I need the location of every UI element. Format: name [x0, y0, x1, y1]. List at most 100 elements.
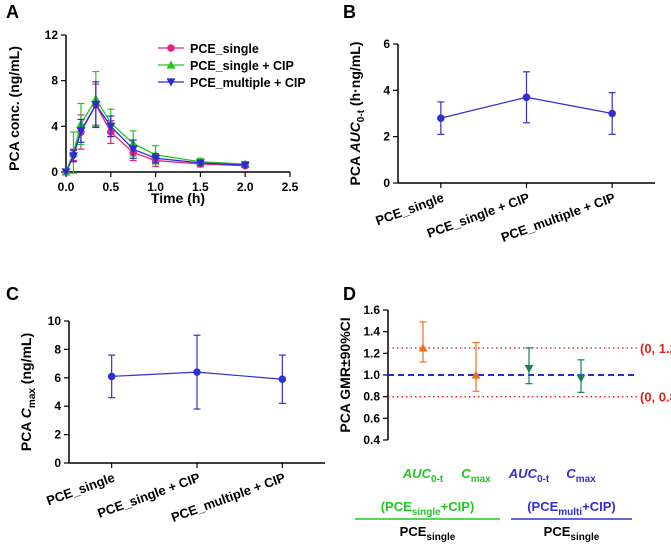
d-point-label-part: 0-t: [537, 474, 550, 485]
d-group-numerator-part: (PCE: [527, 499, 558, 514]
a-y-tick-label: 0: [51, 165, 58, 179]
b-y-label-part: 0-t: [356, 109, 367, 122]
a-x-tick-label: 2.5: [282, 180, 299, 194]
b-y-label-part: (h·ng/mL): [347, 42, 363, 110]
b-y-label-part: AUC: [347, 121, 363, 153]
a-data-point: [240, 161, 250, 170]
c-y-tick-label: 4: [54, 399, 61, 413]
d-point-label-part: C: [461, 466, 471, 481]
d-data-point: [524, 364, 534, 373]
d-reference-label: (0, 0.80): [640, 390, 671, 405]
a-data-point: [106, 122, 116, 131]
d-group-numerator-part: +CIP): [441, 499, 475, 514]
c-y-tick-label: 10: [48, 314, 62, 328]
d-group-numerator-part: multi: [558, 507, 582, 518]
a-legend-marker: [166, 60, 176, 69]
a-data-point: [195, 159, 205, 168]
d-point-label: AUC0-t: [508, 466, 550, 485]
d-group-numerator: (PCEsingle+CIP): [381, 499, 475, 518]
a-data-point: [91, 101, 101, 110]
d-group-denominator: PCEsingle: [400, 524, 456, 543]
b-y-label-part: PCA: [347, 153, 363, 186]
a-y-tick-label: 8: [51, 74, 58, 88]
d-data-point: [471, 370, 481, 379]
a-x-tick-label: 0.5: [102, 180, 119, 194]
d-group-numerator-part: +CIP): [582, 499, 616, 514]
a-y-label: PCA conc. (ng/mL): [6, 46, 22, 171]
d-group-denominator-part: PCE: [544, 524, 571, 539]
a-y-label-part: PCA conc. (ng/mL): [6, 46, 22, 171]
d-group-denominator-part: single: [426, 532, 455, 543]
c-y-tick-label: 2: [54, 428, 61, 442]
d-point-label-part: AUC: [402, 466, 432, 481]
b-y-label: PCA AUC0-t (h·ng/mL): [347, 42, 367, 186]
a-data-point: [68, 152, 78, 161]
d-data-point: [418, 343, 428, 352]
c-data-point: [107, 372, 116, 381]
a-data-point: [61, 168, 71, 177]
d-y-tick-label: 0.4: [363, 433, 380, 447]
c-y-label-part: (ng/mL): [18, 333, 34, 388]
c-y-tick-label: 8: [54, 342, 61, 356]
d-point-label-part: AUC: [508, 466, 538, 481]
d-point-label: AUC0-t: [402, 466, 444, 485]
c-data-point: [193, 368, 201, 376]
panel-letter-A: A: [6, 2, 19, 22]
d-point-label-part: max: [471, 474, 491, 485]
a-x-tick-label: 1.0: [147, 180, 164, 194]
d-y-tick-label: 0.6: [363, 411, 380, 425]
d-data-point: [576, 374, 586, 383]
c-y-label-part: PCA: [18, 418, 34, 451]
a-x-tick-label: 0.0: [58, 180, 75, 194]
d-point-label-part: 0-t: [431, 474, 444, 485]
d-y-tick-label: 0.8: [363, 390, 380, 404]
b-data-point: [437, 114, 445, 122]
panel-letter-C: C: [6, 284, 19, 304]
d-group-numerator-part: single: [412, 507, 441, 518]
b-data-point: [522, 93, 531, 102]
b-data-point: [608, 109, 616, 118]
b-y-tick-label: 6: [383, 37, 390, 51]
c-y-label-part: C: [18, 407, 34, 418]
d-group-denominator-part: PCE: [400, 524, 427, 539]
d-group-denominator: PCEsingle: [544, 524, 600, 543]
a-data-point: [151, 154, 161, 163]
a-y-tick-label: 12: [45, 28, 59, 42]
d-group-denominator-part: single: [570, 532, 599, 543]
a-y-tick-label: 4: [51, 119, 58, 133]
a-x-tick-label: 1.5: [192, 180, 209, 194]
a-x-tick-label: 2.0: [237, 180, 254, 194]
d-group-numerator: (PCEmulti+CIP): [527, 499, 616, 518]
b-y-tick-label: 2: [383, 130, 390, 144]
a-legend-label: PCE_multiple + CIP: [190, 76, 306, 90]
d-y-tick-label: 1.2: [363, 346, 380, 360]
d-y-label: PCA GMR±90%CI: [337, 317, 353, 432]
a-x-label: Time (h): [151, 190, 205, 206]
a-legend-marker: [166, 78, 176, 87]
a-legend-label: PCE_single: [190, 42, 259, 56]
c-y-tick-label: 0: [54, 456, 61, 470]
a-legend-label: PCE_single + CIP: [190, 59, 294, 73]
d-y-tick-label: 1.6: [363, 303, 380, 317]
panel-letter-D: D: [343, 284, 356, 304]
a-data-point: [76, 127, 86, 136]
a-legend-marker: [167, 44, 175, 52]
d-point-label-part: max: [576, 474, 596, 485]
d-point-label: Cmax: [461, 466, 491, 485]
d-y-tick-label: 1.0: [363, 368, 380, 382]
c-y-label: PCA Cmax (ng/mL): [18, 333, 38, 451]
a-data-point: [128, 145, 138, 154]
b-y-tick-label: 0: [383, 176, 390, 190]
panel-letter-B: B: [343, 2, 356, 22]
b-y-tick-label: 4: [383, 83, 390, 97]
d-reference-label: (0, 1.25): [640, 341, 671, 356]
d-y-label-part: PCA GMR±90%CI: [337, 317, 353, 432]
d-y-tick-label: 1.4: [363, 325, 380, 339]
c-y-label-part: max: [27, 388, 38, 408]
d-group-numerator-part: (PCE: [381, 499, 412, 514]
c-y-tick-label: 6: [54, 371, 61, 385]
c-data-point: [278, 375, 287, 384]
d-point-label: Cmax: [566, 466, 596, 485]
d-point-label-part: C: [566, 466, 576, 481]
